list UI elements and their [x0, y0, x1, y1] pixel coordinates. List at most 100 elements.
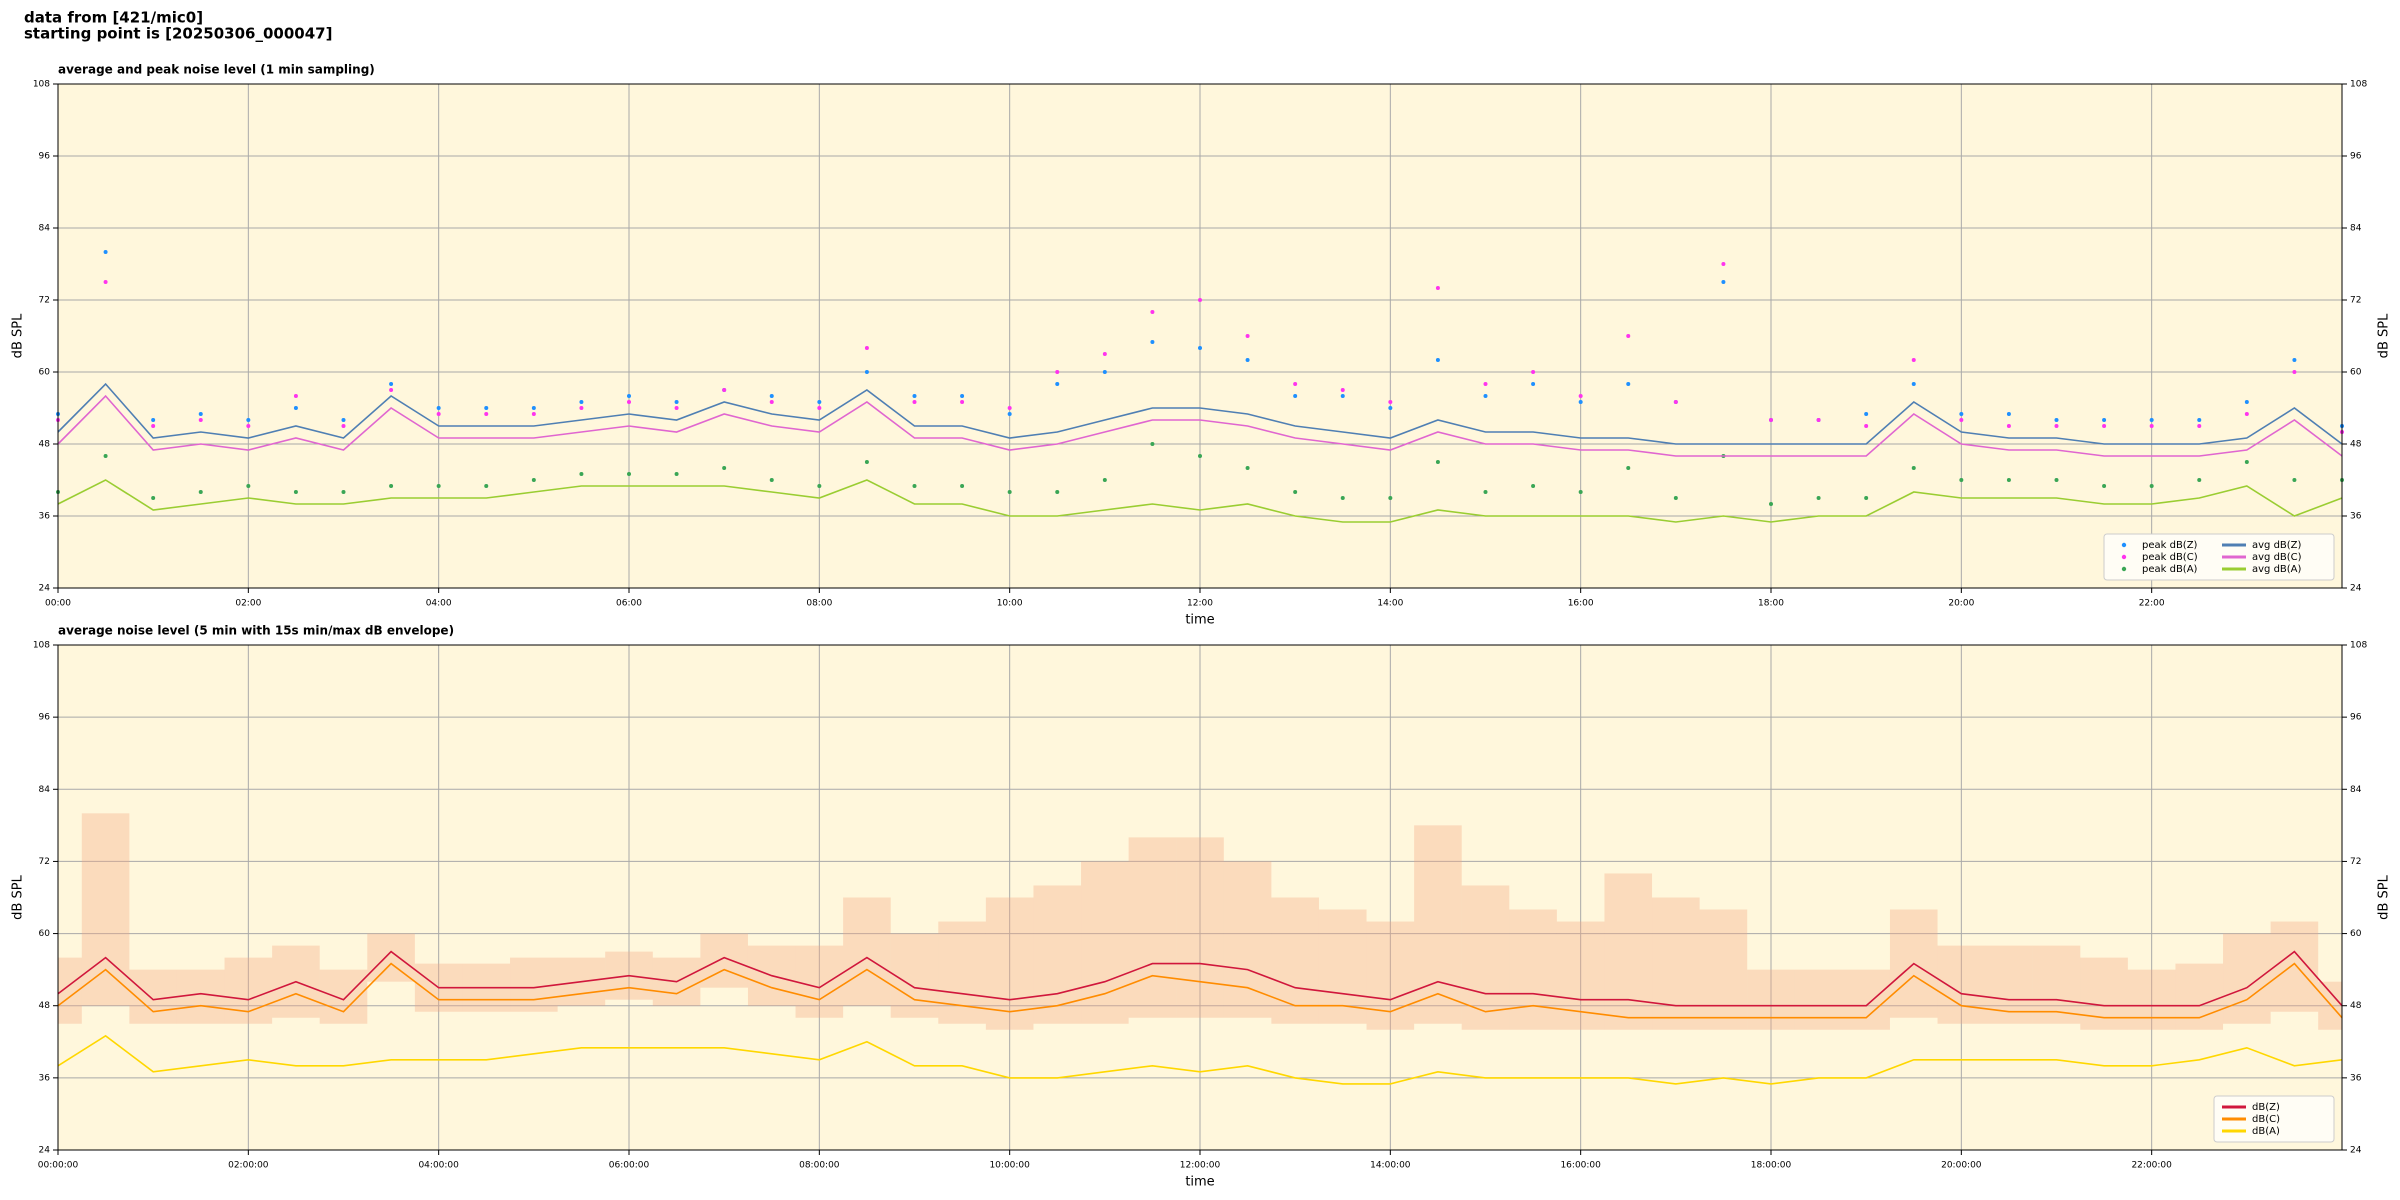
peak-point [2102, 418, 2107, 422]
envelope-band [319, 969, 368, 1024]
envelope-band [1366, 921, 1415, 1030]
envelope-band [2127, 969, 2176, 1030]
peak-point [531, 406, 536, 410]
peak-point [960, 484, 965, 488]
peak-point [1198, 298, 1202, 302]
peak-point [1531, 370, 1536, 374]
peak-point [1340, 394, 1345, 398]
peak-point [2149, 484, 2154, 488]
x-tick-label: 20:00:00 [1941, 1161, 1982, 1171]
x-tick-label: 04:00:00 [418, 1161, 459, 1171]
envelope-band [510, 957, 558, 1012]
envelope-band [58, 957, 82, 1024]
legend-label: dB(A) [2252, 1126, 2280, 1137]
peak-point [864, 370, 869, 374]
chart-title: average and peak noise level (1 min samp… [58, 63, 375, 77]
peak-point [1340, 496, 1345, 500]
peak-point [1102, 478, 1107, 482]
peak-point [293, 490, 298, 494]
peak-point [1293, 394, 1298, 398]
peak-point [1388, 406, 1393, 410]
peak-point [2006, 424, 2011, 428]
peak-point [2244, 460, 2249, 464]
peak-point [579, 406, 584, 410]
peak-point [912, 484, 917, 488]
envelope-band [1842, 969, 1890, 1030]
peak-point [436, 412, 441, 416]
peak-point [389, 388, 394, 392]
peak-point [864, 346, 869, 350]
series-line [57, 382, 2343, 445]
peak-point [1864, 496, 1869, 500]
peak-point [1769, 418, 1773, 422]
peak-point [1626, 466, 1631, 470]
y2-tick-label: 60 [2350, 368, 2362, 378]
peak-point [674, 406, 679, 410]
y-tick-label: 96 [39, 713, 51, 723]
legend-label: avg dB(A) [2252, 564, 2302, 575]
peak-point [1150, 310, 1155, 314]
x-tick-label: 00:00 [45, 599, 71, 609]
legend-box [2103, 533, 2335, 581]
peak-point [1816, 496, 1821, 500]
envelope-band [890, 933, 939, 1018]
peak-point [293, 406, 298, 410]
peak-point [627, 472, 631, 476]
peak-point [1721, 262, 1726, 266]
peak-point [1435, 286, 1440, 290]
y-tick-label: 36 [39, 512, 51, 522]
peak-point [2006, 478, 2011, 482]
y-tick-label: 24 [39, 1146, 51, 1156]
envelope-band [1509, 909, 1557, 1030]
envelope-band [2223, 933, 2271, 1024]
peak-point [1245, 334, 1250, 338]
peak-point [1483, 394, 1488, 398]
peak-point [1388, 400, 1393, 404]
peak-point [674, 472, 679, 476]
peak-point [2054, 424, 2059, 428]
peak-point [246, 418, 251, 422]
y-tick-label: 36 [39, 1073, 51, 1083]
peak-point [1007, 490, 1012, 494]
x-tick-label: 22:00 [2139, 599, 2165, 609]
chart-title: average noise level (5 min with 15s min/… [58, 624, 454, 638]
x-tick-label: 02:00 [235, 599, 261, 609]
y-tick-label: 84 [39, 785, 51, 795]
x-tick-label: 04:00 [426, 599, 452, 609]
y-tick-label: 108 [33, 641, 50, 651]
legend-label: peak dB(A) [2142, 564, 2198, 575]
series-line [57, 962, 2343, 1019]
peak-point [817, 406, 822, 410]
y2-axis-label: dB SPL [2377, 874, 2392, 919]
peak-point [293, 394, 298, 398]
peak-point [389, 484, 394, 488]
envelope-band [938, 921, 986, 1024]
envelope-band [81, 813, 130, 1006]
envelope-band [795, 945, 844, 1018]
peak-point [1721, 280, 1726, 284]
y2-tick-label: 96 [2350, 713, 2362, 723]
peak-point [1055, 382, 1060, 386]
x-tick-label: 00:00:00 [38, 1161, 79, 1171]
x-tick-label: 14:00:00 [1370, 1161, 1411, 1171]
peak-point [1007, 412, 1012, 416]
y-axis-label: dB SPL [11, 874, 26, 919]
y2-tick-label: 84 [2350, 224, 2362, 234]
y2-tick-label: 108 [2350, 641, 2367, 651]
envelope-band [1652, 897, 1700, 1030]
peak-point [912, 394, 917, 398]
x-tick-label: 16:00 [1568, 599, 1594, 609]
legend-label: peak dB(C) [2142, 552, 2198, 563]
x-tick-label: 16:00:00 [1560, 1161, 1601, 1171]
peak-point [103, 250, 108, 254]
peak-point [1673, 400, 1678, 404]
x-tick-label: 10:00:00 [989, 1161, 1030, 1171]
y2-tick-label: 48 [2350, 440, 2362, 450]
peak-point [1055, 490, 1060, 494]
peak-point [960, 400, 965, 404]
peak-point [2244, 400, 2249, 404]
peak-point [246, 424, 251, 428]
peak-point [1388, 496, 1393, 500]
